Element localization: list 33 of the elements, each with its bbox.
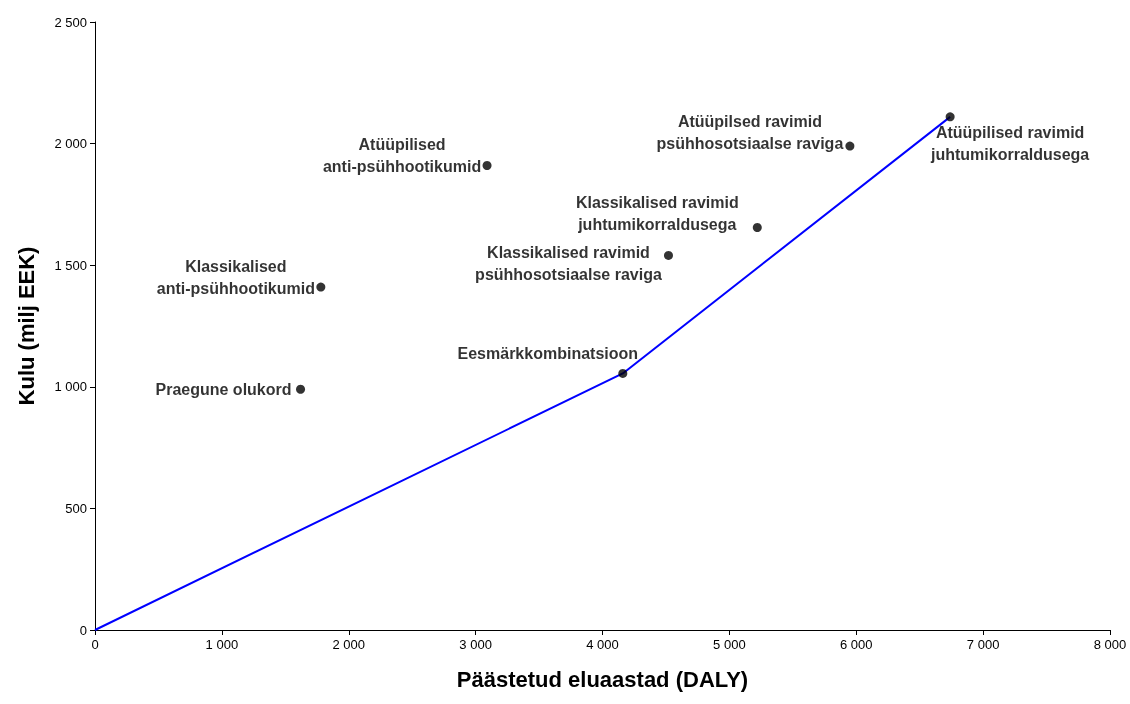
y-tick-label: 1 000 [54,379,87,395]
annotation: Klassikalised ravimid juhtumikorraldusega [575,194,739,233]
y-tick-label: 500 [65,500,87,516]
point [618,368,628,378]
annotation: Klassikalised anti-psühhootikumid [156,257,315,297]
point [482,160,492,170]
annotation: Praegune olukord [155,380,292,398]
x-tick-label: 8 000 [1093,637,1127,652]
x-axis-title: Päästetud eluaastad (DALY) [456,666,749,692]
y-axis-title: Kulu (milj EEK) [13,246,39,406]
x-tick-label: 4 000 [586,637,619,652]
y-tick-label: 1 500 [54,257,87,273]
y-tick-label: 2 000 [54,136,87,152]
x-tick-label: 5 000 [713,637,746,652]
annotation: Klassikalised ravimid psühhosotsiaalse raviga [475,243,662,283]
x-tick-label: 1 000 [205,637,239,652]
x-tick-label: 7 000 [966,637,1000,652]
annotation: Atüüpilised anti-psühhootikumid [322,135,482,175]
point [945,112,955,122]
point [316,282,326,292]
x-tick-label: 3 000 [459,637,492,652]
x-tick-label: 2 000 [332,637,366,652]
y-tick-label: 2 500 [54,14,87,30]
annotation: Eesmärkkombinatsioon [457,344,639,362]
annotation: Atüüpilsed ravimid psühhosotsiaalse raviga [656,112,844,152]
point [296,384,306,394]
annotation: Atüüpilised ravimid juhtumikorraldusega [930,124,1090,164]
point [663,250,673,260]
x-tick-label: 0 [91,637,99,652]
x-tick-label: 6 000 [839,637,873,652]
point [752,223,762,232]
y-tick-label: 0 [79,622,87,638]
point [845,141,855,151]
